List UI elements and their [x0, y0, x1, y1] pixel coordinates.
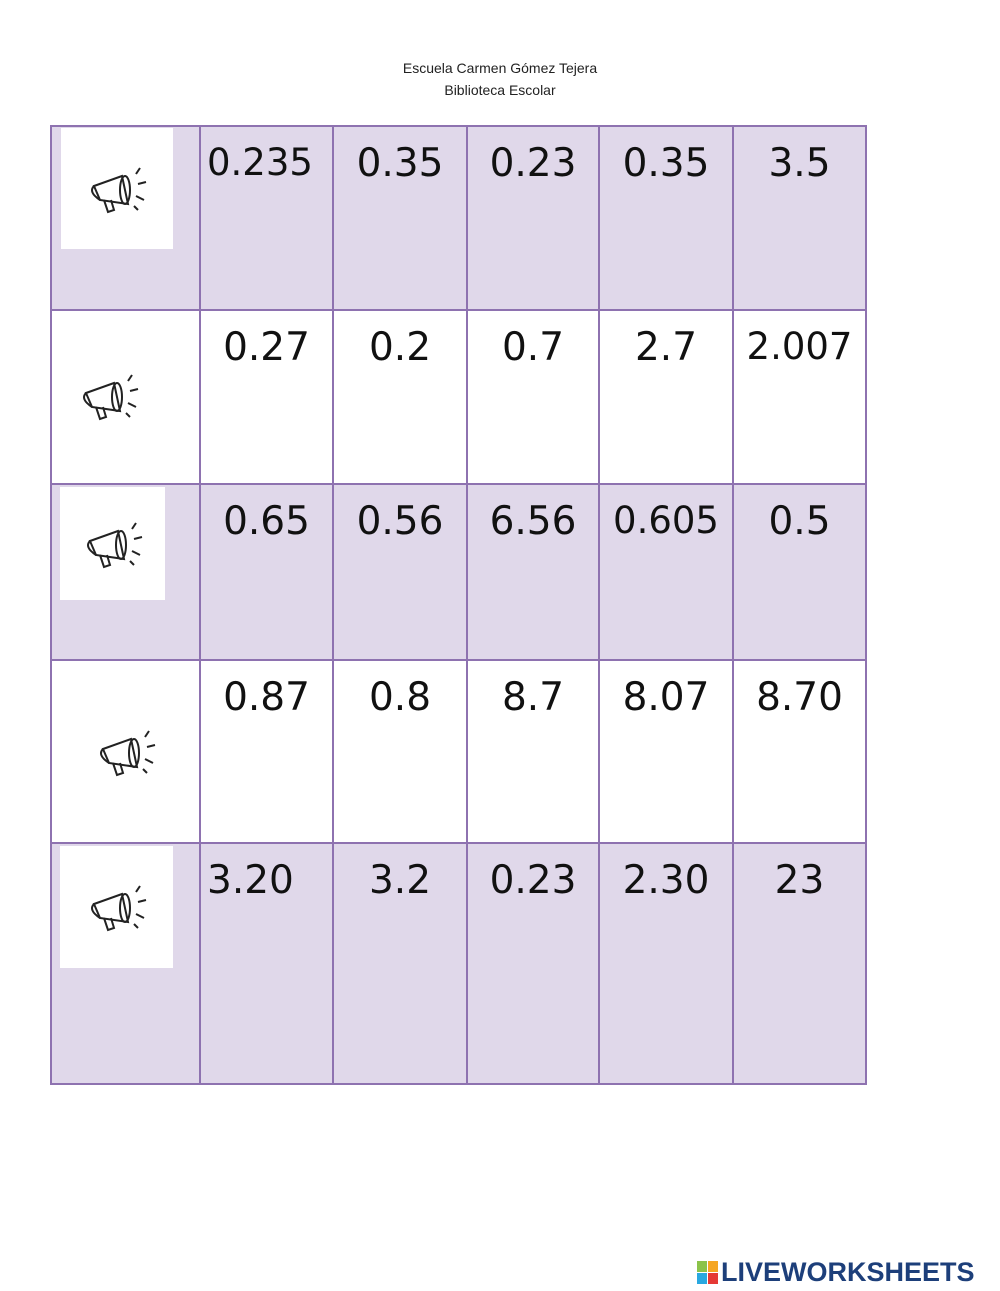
value-cell[interactable]: 0.27 [199, 309, 334, 485]
logo-blocks-icon [697, 1261, 718, 1284]
decimal-value: 0.87 [223, 675, 310, 720]
megaphone-icon[interactable] [52, 661, 199, 842]
icon-cell [50, 659, 201, 844]
decimal-value: 0.7 [501, 325, 565, 370]
decimal-table: 0.235 0.35 0.23 0.35 3.5 0.27 0.2 0.7 2.7 2.007 0.… [50, 125, 867, 1085]
icon-cell [50, 483, 201, 661]
value-cell[interactable]: 0.35 [598, 125, 734, 311]
decimal-value: 8.07 [622, 675, 710, 720]
decimal-value: 0.8 [368, 675, 432, 720]
decimal-value: 0.56 [356, 499, 444, 544]
decimal-value: 23 [774, 858, 825, 903]
value-cell[interactable]: 8.70 [732, 659, 867, 844]
decimal-value: 2.007 [746, 325, 853, 368]
liveworksheets-logo: LIVEWORKSHEETS [697, 1257, 975, 1288]
decimal-value: 0.65 [223, 499, 310, 544]
value-cell[interactable]: 0.2 [332, 309, 468, 485]
value-cell[interactable]: 2.007 [732, 309, 867, 485]
decimal-value: 3.2 [368, 858, 432, 903]
decimal-value: 0.23 [489, 141, 577, 186]
value-cell[interactable]: 0.56 [332, 483, 468, 661]
value-cell[interactable]: 3.5 [732, 125, 867, 311]
icon-cell [50, 842, 201, 1085]
decimal-value: 8.7 [501, 675, 565, 720]
value-cell[interactable]: 0.5 [732, 483, 867, 661]
icon-cell [50, 125, 201, 311]
logo-text: LIVEWORKSHEETS [721, 1257, 975, 1287]
value-cell[interactable]: 6.56 [466, 483, 600, 661]
value-cell[interactable]: 0.235 [199, 125, 334, 311]
value-cell[interactable]: 0.87 [199, 659, 334, 844]
megaphone-icon[interactable] [61, 128, 173, 249]
decimal-value: 8.70 [756, 675, 843, 720]
table-row: 0.235 0.35 0.23 0.35 3.5 [50, 125, 867, 311]
value-cell[interactable]: 3.2 [332, 842, 468, 1085]
value-cell[interactable]: 23 [732, 842, 867, 1085]
megaphone-icon[interactable] [52, 312, 165, 479]
decimal-value: 6.56 [489, 499, 577, 544]
value-cell[interactable]: 8.07 [598, 659, 734, 844]
school-name: Escuela Carmen Gómez Tejera [402, 60, 598, 76]
icon-cell [50, 309, 201, 485]
table-row: 0.65 0.56 6.56 0.605 0.5 [50, 483, 867, 661]
decimal-value: 0.35 [356, 141, 444, 186]
value-cell[interactable]: 0.23 [466, 842, 600, 1085]
value-cell[interactable]: 0.605 [598, 483, 734, 661]
megaphone-icon[interactable] [60, 846, 173, 968]
table-row: 3.20 3.2 0.23 2.30 23 [50, 842, 867, 1085]
value-cell[interactable]: 0.8 [332, 659, 468, 844]
decimal-value: 0.27 [223, 325, 310, 370]
megaphone-icon[interactable] [60, 487, 165, 600]
decimal-value: 0.235 [207, 141, 313, 184]
value-cell[interactable]: 0.7 [466, 309, 600, 485]
decimal-value: 2.7 [634, 325, 698, 370]
value-cell[interactable]: 0.23 [466, 125, 600, 311]
table-row: 0.27 0.2 0.7 2.7 2.007 [50, 309, 867, 485]
value-cell[interactable]: 2.30 [598, 842, 734, 1085]
value-cell[interactable]: 0.35 [332, 125, 468, 311]
decimal-value: 0.605 [613, 499, 719, 542]
decimal-value: 0.35 [622, 141, 710, 186]
decimal-value: 3.20 [207, 858, 294, 903]
value-cell[interactable]: 2.7 [598, 309, 734, 485]
table-row: 0.87 0.8 8.7 8.07 8.70 [50, 659, 867, 844]
value-cell[interactable]: 8.7 [466, 659, 600, 844]
library-name: Biblioteca Escolar [444, 82, 556, 98]
value-cell[interactable]: 3.20 [199, 842, 334, 1085]
decimal-value: 0.2 [368, 325, 432, 370]
decimal-value: 2.30 [622, 858, 710, 903]
decimal-value: 0.5 [768, 499, 831, 544]
value-cell[interactable]: 0.65 [199, 483, 334, 661]
decimal-value: 3.5 [768, 141, 831, 186]
decimal-value: 0.23 [489, 858, 577, 903]
